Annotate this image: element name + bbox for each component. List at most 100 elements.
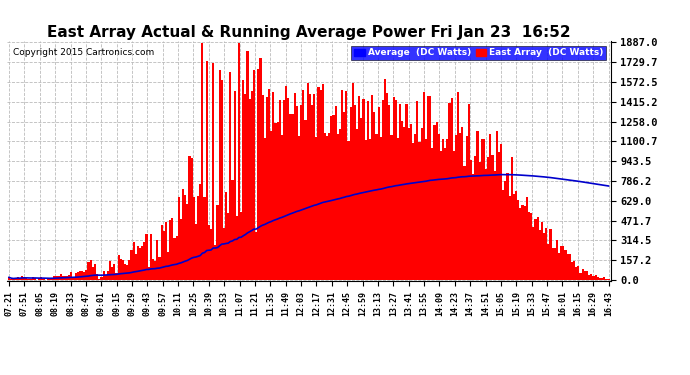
Bar: [547, 244, 549, 280]
Bar: [34, 278, 36, 280]
Bar: [292, 114, 294, 280]
Bar: [515, 191, 518, 280]
Bar: [150, 234, 152, 280]
Bar: [113, 264, 115, 280]
Bar: [444, 148, 446, 280]
Bar: [8, 278, 10, 280]
Bar: [184, 195, 186, 280]
Bar: [382, 100, 384, 280]
Bar: [28, 279, 30, 280]
Bar: [530, 213, 532, 280]
Bar: [287, 98, 289, 280]
Bar: [487, 157, 489, 280]
Bar: [399, 104, 401, 280]
Bar: [543, 232, 545, 280]
Bar: [190, 158, 193, 280]
Bar: [431, 148, 433, 280]
Bar: [275, 123, 277, 280]
Bar: [141, 246, 144, 280]
Bar: [448, 103, 451, 280]
Bar: [393, 98, 395, 280]
Bar: [49, 279, 51, 280]
Bar: [23, 278, 25, 280]
Bar: [77, 272, 79, 280]
Bar: [601, 278, 603, 280]
Bar: [135, 254, 137, 280]
Bar: [57, 276, 59, 280]
Bar: [167, 252, 169, 280]
Bar: [580, 273, 582, 280]
Bar: [105, 275, 107, 280]
Bar: [326, 136, 328, 280]
Bar: [264, 138, 266, 280]
Bar: [38, 279, 40, 280]
Bar: [152, 259, 154, 280]
Bar: [83, 272, 86, 280]
Bar: [227, 213, 229, 280]
Bar: [139, 249, 141, 280]
Bar: [558, 254, 560, 280]
Bar: [472, 174, 474, 280]
Bar: [412, 142, 414, 280]
Bar: [440, 151, 442, 280]
Bar: [122, 260, 124, 280]
Bar: [132, 242, 135, 280]
Bar: [42, 279, 44, 280]
Bar: [229, 72, 231, 280]
Bar: [459, 133, 462, 280]
Bar: [182, 189, 184, 280]
Bar: [408, 128, 410, 280]
Bar: [283, 100, 285, 280]
Bar: [51, 278, 53, 280]
Bar: [180, 219, 182, 280]
Bar: [429, 96, 431, 280]
Bar: [395, 100, 397, 280]
Bar: [410, 124, 412, 280]
Bar: [94, 264, 96, 280]
Bar: [144, 242, 146, 280]
Bar: [223, 228, 225, 280]
Bar: [468, 105, 470, 280]
Bar: [124, 264, 126, 280]
Bar: [306, 83, 308, 280]
Bar: [214, 245, 217, 280]
Bar: [88, 261, 90, 280]
Bar: [75, 273, 77, 280]
Bar: [453, 152, 455, 280]
Bar: [47, 279, 49, 280]
Bar: [369, 140, 371, 280]
Bar: [234, 91, 236, 280]
Bar: [549, 230, 551, 280]
Bar: [358, 96, 360, 280]
Bar: [79, 271, 81, 280]
Bar: [296, 106, 298, 280]
Bar: [201, 43, 204, 280]
Bar: [193, 197, 195, 280]
Bar: [294, 93, 296, 280]
Bar: [401, 122, 404, 280]
Bar: [371, 94, 373, 280]
Bar: [416, 101, 418, 280]
Bar: [360, 118, 362, 280]
Bar: [96, 274, 98, 280]
Bar: [17, 277, 19, 280]
Bar: [279, 100, 281, 280]
Bar: [277, 122, 279, 280]
Bar: [541, 222, 543, 280]
Bar: [111, 267, 113, 280]
Bar: [481, 139, 483, 280]
Bar: [345, 91, 348, 280]
Bar: [553, 248, 556, 280]
Bar: [352, 83, 354, 280]
Bar: [130, 250, 132, 280]
Bar: [582, 269, 584, 280]
Bar: [126, 264, 128, 280]
Bar: [289, 114, 292, 280]
Bar: [397, 138, 399, 280]
Bar: [522, 206, 524, 280]
Bar: [81, 271, 83, 280]
Bar: [573, 261, 575, 280]
Bar: [236, 216, 238, 280]
Bar: [199, 184, 201, 280]
Bar: [70, 272, 72, 280]
